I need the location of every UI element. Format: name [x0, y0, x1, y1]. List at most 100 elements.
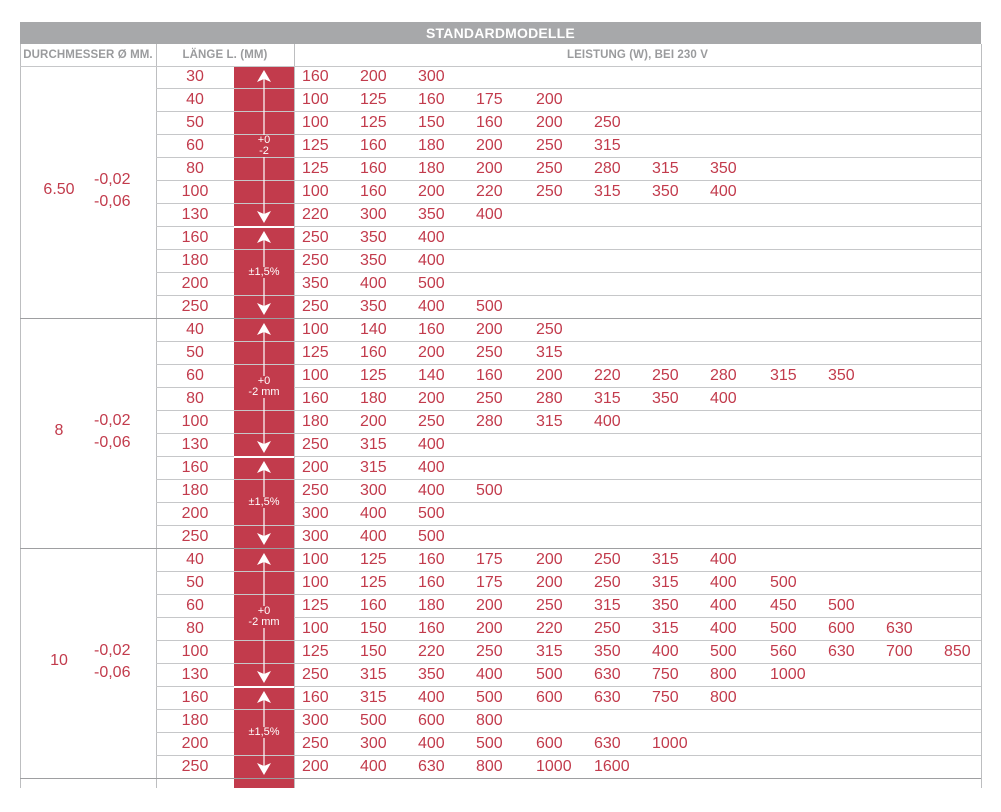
power-cell: 250	[594, 574, 621, 591]
power-cell: 140	[360, 321, 387, 338]
length-cell: 100	[181, 183, 209, 200]
arrow-up-icon	[257, 323, 271, 335]
length-cell: 30	[186, 68, 204, 85]
length-tolerance-block-a: +0 -2	[234, 66, 294, 227]
power-cell: 150	[360, 643, 387, 660]
power-cell: 500	[476, 689, 503, 706]
power-cell: 250	[536, 597, 563, 614]
length-tolerance-block-b: ±1,5%	[234, 687, 294, 779]
power-cell: 850	[944, 643, 971, 660]
row-divider	[156, 571, 981, 572]
power-cell: 350	[418, 666, 445, 683]
header-power: LEISTUNG (W), BEI 230 V	[567, 49, 708, 61]
length-tolerance-block-a: +0 -2 mm	[234, 319, 294, 457]
length-cell: 50	[186, 574, 204, 591]
power-cell: 160	[302, 689, 329, 706]
power-cell: 400	[710, 390, 737, 407]
power-cell: 315	[594, 183, 621, 200]
power-cell: 250	[302, 735, 329, 752]
power-cell: 630	[594, 666, 621, 683]
power-cell: 280	[710, 367, 737, 384]
power-cell: 400	[360, 758, 387, 775]
power-cell: 350	[594, 643, 621, 660]
power-cell: 500	[360, 712, 387, 729]
power-cell: 180	[418, 160, 445, 177]
row-divider	[156, 732, 981, 733]
length-tolerance-label: ±1,5%	[234, 267, 294, 278]
power-cell: 400	[594, 413, 621, 430]
power-cell: 100	[302, 551, 329, 568]
power-cell: 180	[302, 413, 329, 430]
power-cell: 315	[360, 459, 387, 476]
power-cell: 100	[302, 574, 329, 591]
row-divider	[156, 226, 981, 227]
power-cell: 315	[536, 413, 563, 430]
length-cell: 180	[181, 252, 209, 269]
power-cell: 300	[418, 68, 445, 85]
power-cell: 400	[418, 229, 445, 246]
row-divider	[156, 502, 981, 503]
group-divider	[20, 318, 981, 319]
length-tolerance-label: ±1,5%	[234, 727, 294, 738]
power-cell: 500	[476, 482, 503, 499]
arrow-down-icon	[257, 533, 271, 545]
power-cell: 250	[302, 482, 329, 499]
power-cell: 250	[594, 551, 621, 568]
diameter-tolerance-upper: -0,02	[94, 412, 131, 429]
power-cell: 500	[536, 666, 563, 683]
length-cell: 60	[186, 137, 204, 154]
power-cell: 300	[360, 735, 387, 752]
power-cell: 350	[828, 367, 855, 384]
power-cell: 160	[476, 367, 503, 384]
length-cell: 60	[186, 367, 204, 384]
power-cell: 160	[418, 91, 445, 108]
power-cell: 250	[536, 137, 563, 154]
power-cell: 220	[536, 620, 563, 637]
row-divider	[156, 479, 981, 480]
power-cell: 1000	[536, 758, 572, 775]
power-cell: 500	[418, 275, 445, 292]
power-cell: 160	[418, 620, 445, 637]
diameter-value: 6.50	[43, 181, 75, 198]
power-cell: 200	[476, 160, 503, 177]
length-tolerance-block-a: +0 -2 mm	[234, 549, 294, 687]
power-cell: 160	[302, 390, 329, 407]
power-cell: 630	[594, 689, 621, 706]
power-cell: 350	[710, 160, 737, 177]
power-cell: 100	[302, 114, 329, 131]
length-tolerance-label: ±1,5%	[234, 497, 294, 508]
power-cell: 160	[360, 183, 387, 200]
length-tolerance-block-b: ±1,5%	[234, 457, 294, 549]
power-cell: 600	[536, 735, 563, 752]
power-cell: 125	[360, 91, 387, 108]
grid-vline	[156, 44, 157, 788]
power-cell: 400	[418, 298, 445, 315]
row-divider	[156, 111, 981, 112]
power-cell: 200	[536, 91, 563, 108]
row-divider	[156, 387, 981, 388]
power-cell: 315	[652, 574, 679, 591]
power-cell: 300	[360, 206, 387, 223]
power-cell: 400	[360, 505, 387, 522]
power-cell: 350	[302, 275, 329, 292]
power-cell: 800	[710, 689, 737, 706]
power-cell: 180	[418, 137, 445, 154]
length-cell: 250	[181, 298, 209, 315]
arrow-up-icon	[257, 231, 271, 243]
power-cell: 160	[360, 160, 387, 177]
power-cell: 315	[360, 436, 387, 453]
row-divider	[156, 203, 981, 204]
power-cell: 220	[302, 206, 329, 223]
power-cell: 125	[302, 137, 329, 154]
power-cell: 350	[652, 597, 679, 614]
power-cell: 250	[536, 160, 563, 177]
diameter-tolerance-lower: -0,06	[94, 664, 131, 681]
row-divider	[156, 249, 981, 250]
power-cell: 250	[652, 367, 679, 384]
power-cell: 100	[302, 91, 329, 108]
power-cell: 250	[536, 183, 563, 200]
power-cell: 300	[302, 528, 329, 545]
tolerance-separator	[234, 456, 294, 458]
row-divider	[156, 525, 981, 526]
grid-hline	[20, 66, 981, 67]
